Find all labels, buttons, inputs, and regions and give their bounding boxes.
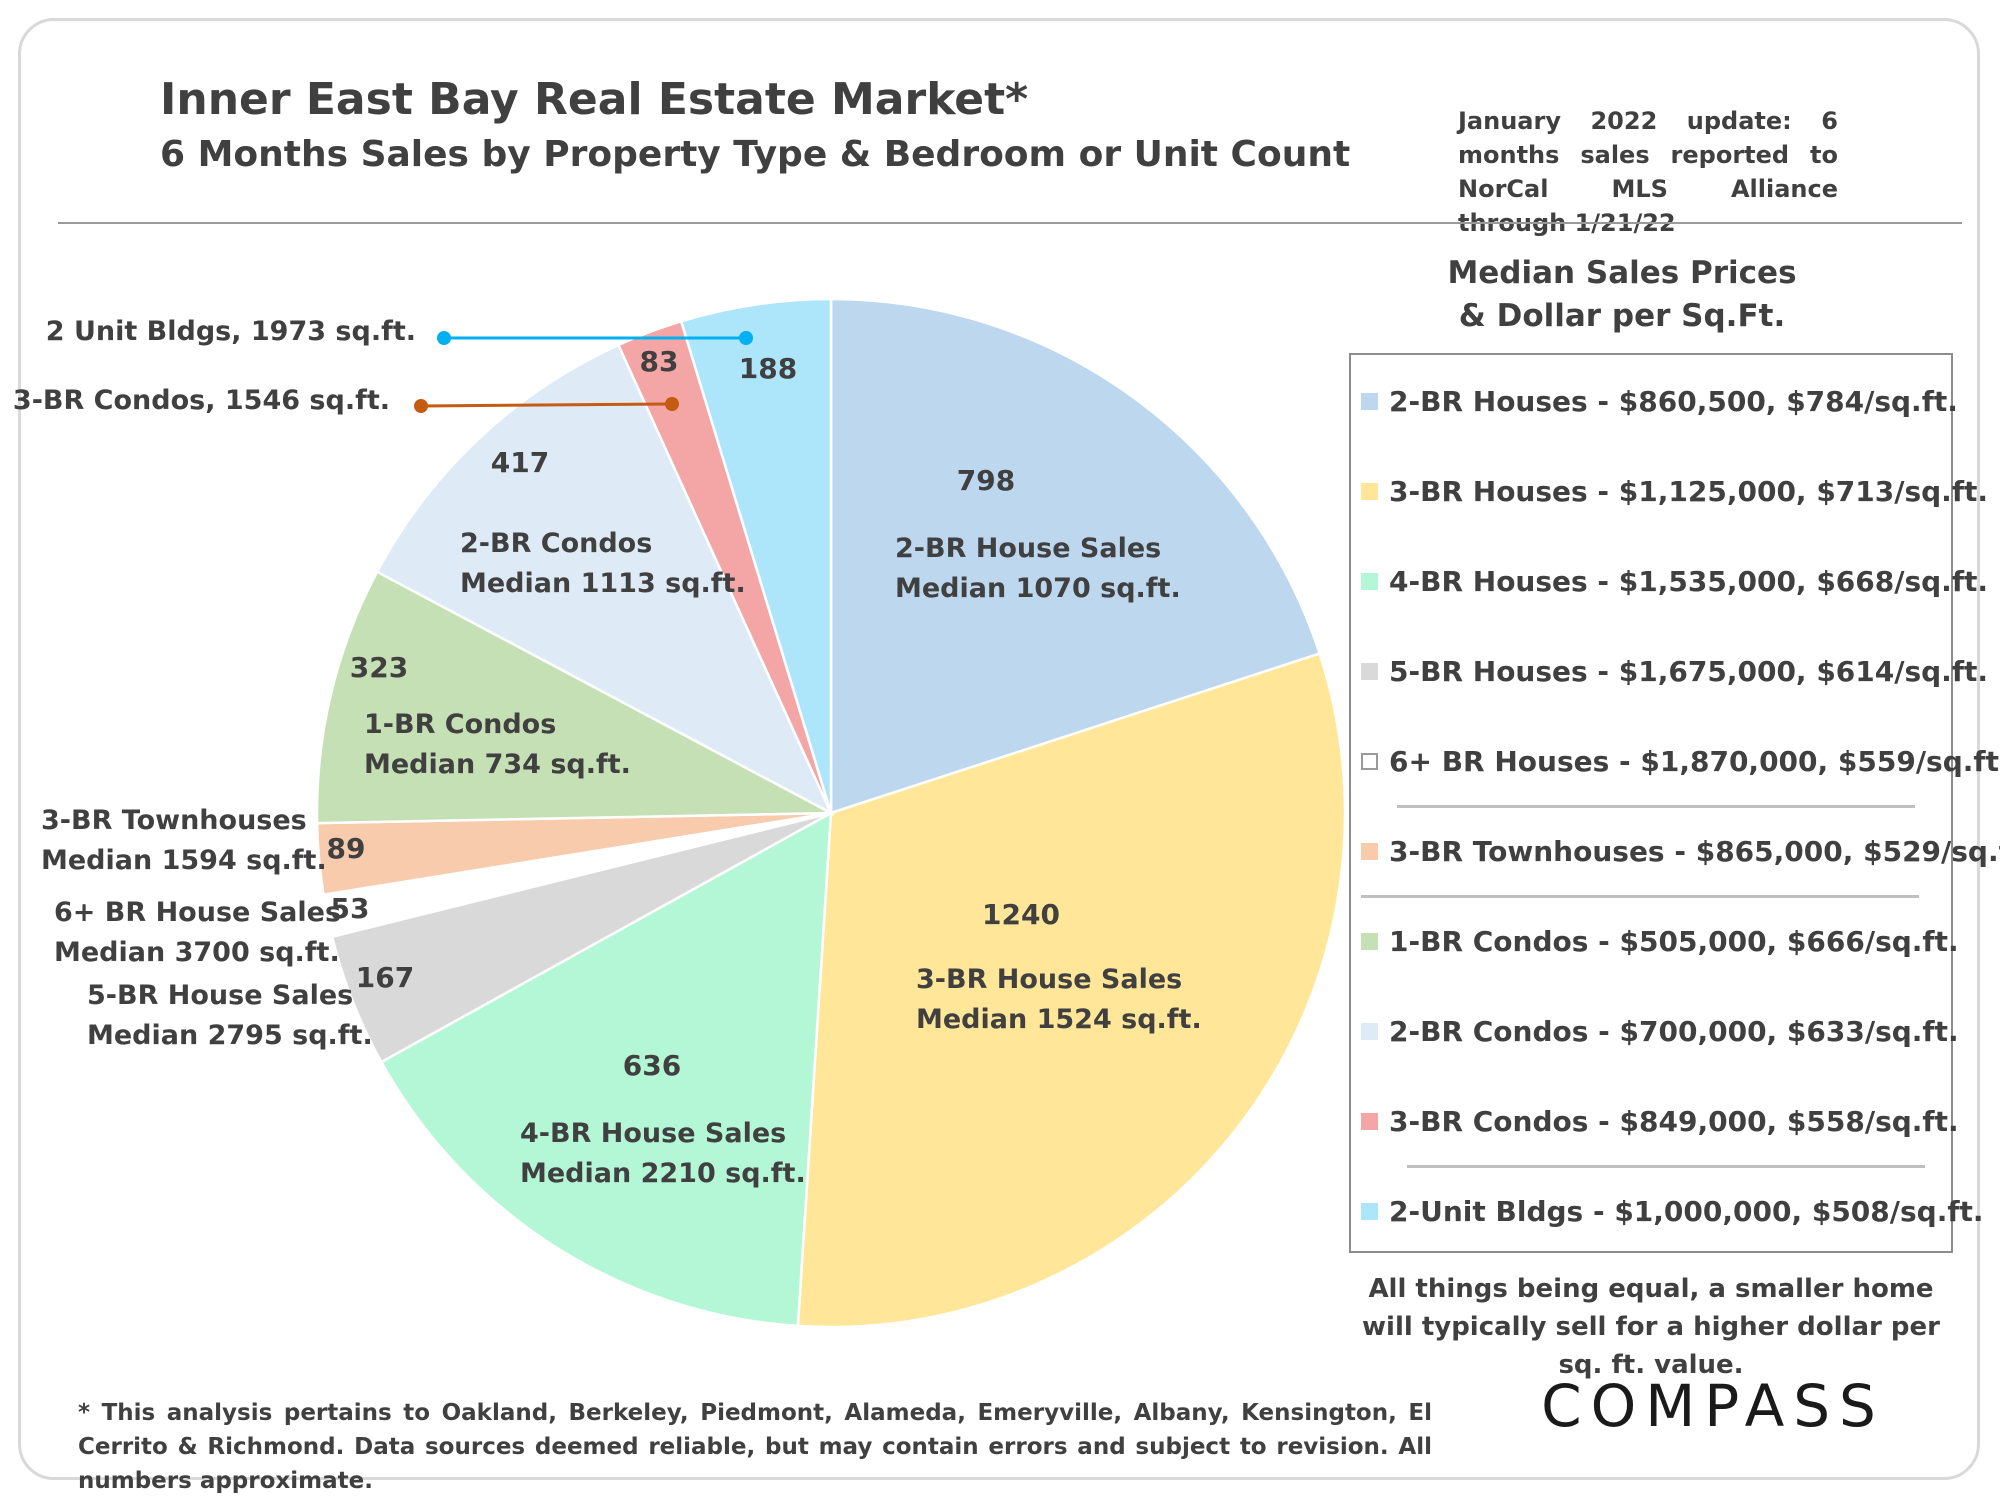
legend-item: 4-BR Houses - $1,535,000, $668/sq.ft.	[1361, 561, 1988, 601]
slice-category-label-line: Median 3700 sq.ft.	[54, 937, 340, 968]
slice-value-label: 83	[640, 345, 679, 378]
slice-category-label-line: 2-BR Condos	[460, 528, 652, 559]
pie-slice	[679, 297, 833, 814]
legend-item: 3-BR Houses - $1,125,000, $713/sq.ft.	[1361, 471, 1988, 511]
slice-category-label-line: Median 2795 sq.ft.	[87, 1020, 373, 1051]
leader-dot	[665, 397, 679, 411]
legend-label: 5-BR Houses - $1,675,000, $614/sq.ft.	[1389, 654, 1989, 688]
leader-dot	[414, 399, 428, 413]
legend-item: 1-BR Condos - $505,000, $666/sq.ft.	[1361, 921, 1959, 961]
leader-dot	[437, 331, 451, 345]
slice-category-label-line: Median 734 sq.ft.	[364, 749, 631, 780]
legend-swatch	[1361, 1112, 1378, 1130]
slice-value-label: 53	[331, 892, 370, 925]
legend-swatch	[1361, 932, 1378, 950]
header-divider	[58, 222, 1962, 224]
legend-item: 3-BR Townhouses - $865,000, $529/sq.ft.	[1361, 831, 2000, 871]
slice-category-label-line: 1-BR Condos	[364, 709, 556, 740]
legend-item: 2-BR Houses - $860,500, $784/sq.ft.	[1361, 381, 1958, 421]
legend-separator	[1407, 1165, 1925, 1168]
pie-slice	[796, 651, 1347, 1329]
legend-label: 3-BR Houses - $1,125,000, $713/sq.ft.	[1389, 474, 1989, 508]
legend-label: 2-Unit Bldgs - $1,000,000, $508/sq.ft.	[1389, 1194, 1984, 1228]
leader-line	[420, 402, 673, 408]
chart-subtitle: 6 Months Sales by Property Type & Bedroo…	[160, 134, 1351, 175]
slice-category-label-line: 2 Unit Bldgs, 1973 sq.ft.	[46, 316, 416, 347]
slice-category-label-line: Median 1070 sq.ft.	[895, 573, 1181, 604]
logo-text: COMPASS	[1541, 1372, 1885, 1440]
slice-value-label: 188	[739, 352, 797, 385]
slice-category-label: 1-BR Condos Median 734 sq.ft.	[364, 709, 631, 780]
pie-slice	[375, 343, 834, 816]
slice-value-label: 636	[623, 1049, 681, 1082]
legend-heading: Median Sales Prices & Dollar per Sq.Ft.	[1392, 252, 1852, 338]
pie-slice	[829, 297, 1322, 815]
legend-swatch	[1361, 1202, 1378, 1220]
slice-value-label: 167	[356, 961, 414, 994]
slice-category-label-line: 3-BR Condos, 1546 sq.ft.	[13, 385, 390, 416]
slice-category-label: 3-BR Condos, 1546 sq.ft.	[13, 385, 390, 416]
legend-swatch	[1361, 482, 1378, 500]
legend-label: 3-BR Townhouses - $865,000, $529/sq.ft.	[1389, 834, 2000, 868]
slice-category-label: 2-BR Condos Median 1113 sq.ft.	[460, 528, 746, 599]
slice-category-label-line: Median 1524 sq.ft.	[916, 1004, 1202, 1035]
chart-title: Inner East Bay Real Estate Market*	[160, 74, 1029, 125]
footnote: * This analysis pertains to Oakland, Ber…	[78, 1400, 1432, 1494]
legend-swatch	[1361, 392, 1378, 410]
legend-item: 5-BR Houses - $1,675,000, $614/sq.ft.	[1361, 651, 1988, 691]
legend-note: All things being equal, a smaller home w…	[1362, 1274, 1940, 1380]
pie-slice	[379, 810, 833, 1328]
legend-swatch	[1361, 842, 1378, 860]
pie-slice	[315, 570, 836, 825]
slice-value-label: 323	[350, 651, 408, 684]
legend-label: 6+ BR Houses - $1,870,000, $559/sq.ft.	[1389, 744, 2000, 778]
legend-label: 2-BR Condos - $700,000, $633/sq.ft.	[1389, 1014, 1959, 1048]
legend-item: 2-Unit Bldgs - $1,000,000, $508/sq.ft.	[1361, 1191, 1984, 1231]
legend-swatch	[1361, 572, 1378, 590]
legend-item: 3-BR Condos - $849,000, $558/sq.ft.	[1361, 1101, 1959, 1141]
slice-category-label-line: 2-BR House Sales	[895, 533, 1161, 564]
slice-category-label: 4-BR House Sales Median 2210 sq.ft.	[520, 1118, 806, 1189]
slice-category-label: 2 Unit Bldgs, 1973 sq.ft.	[46, 316, 416, 347]
slice-category-label-line: 4-BR House Sales	[520, 1118, 786, 1149]
legend-label: 4-BR Houses - $1,535,000, $668/sq.ft.	[1389, 564, 1989, 598]
slice-category-label-line: 3-BR Townhouses	[41, 805, 307, 836]
legend-swatch	[1361, 662, 1378, 680]
legend-item: 2-BR Condos - $700,000, $633/sq.ft.	[1361, 1011, 1959, 1051]
legend-label: 3-BR Condos - $849,000, $558/sq.ft.	[1389, 1104, 1959, 1138]
slice-value-label: 798	[957, 464, 1015, 497]
legend-separator	[1361, 895, 1919, 898]
legend-heading-line1: Median Sales Prices	[1447, 255, 1797, 291]
legend: 2-BR Houses - $860,500, $784/sq.ft. 3-BR …	[1349, 353, 2000, 1253]
leader-dot	[739, 331, 753, 345]
slice-category-label: 3-BR Townhouses Median 1594 sq.ft.	[41, 805, 327, 876]
slice-category-label-line: 5-BR House Sales	[87, 980, 353, 1011]
legend-heading-line2: & Dollar per Sq.Ft.	[1458, 298, 1786, 334]
legend-swatch	[1361, 1022, 1378, 1040]
legend-item: 6+ BR Houses - $1,870,000, $559/sq.ft.	[1361, 741, 2000, 781]
slice-category-label: 3-BR House Sales Median 1524 sq.ft.	[916, 964, 1202, 1035]
legend-label: 2-BR Houses - $860,500, $784/sq.ft.	[1389, 384, 1958, 418]
slice-value-label: 417	[491, 446, 549, 479]
compass-logo: COMPASS	[1528, 1372, 1898, 1440]
legend-label: 1-BR Condos - $505,000, $666/sq.ft.	[1389, 924, 1959, 958]
slice-category-label-line: Median 2210 sq.ft.	[520, 1158, 806, 1189]
slice-value-label: 89	[327, 832, 366, 865]
legend-swatch	[1361, 752, 1378, 770]
slice-category-label-line: 6+ BR House Sales	[54, 897, 341, 928]
slice-category-label: 2-BR House Sales Median 1070 sq.ft.	[895, 533, 1181, 604]
slice-category-label: 6+ BR House Sales Median 3700 sq.ft.	[54, 897, 341, 968]
slice-category-label: 5-BR House Sales Median 2795 sq.ft.	[87, 980, 373, 1051]
slice-category-label-line: Median 1594 sq.ft.	[41, 845, 327, 876]
slice-value-label: 1240	[982, 898, 1060, 931]
slice-category-label-line: Median 1113 sq.ft.	[460, 568, 746, 599]
legend-separator	[1397, 805, 1915, 808]
slice-category-label-line: 3-BR House Sales	[916, 964, 1182, 995]
